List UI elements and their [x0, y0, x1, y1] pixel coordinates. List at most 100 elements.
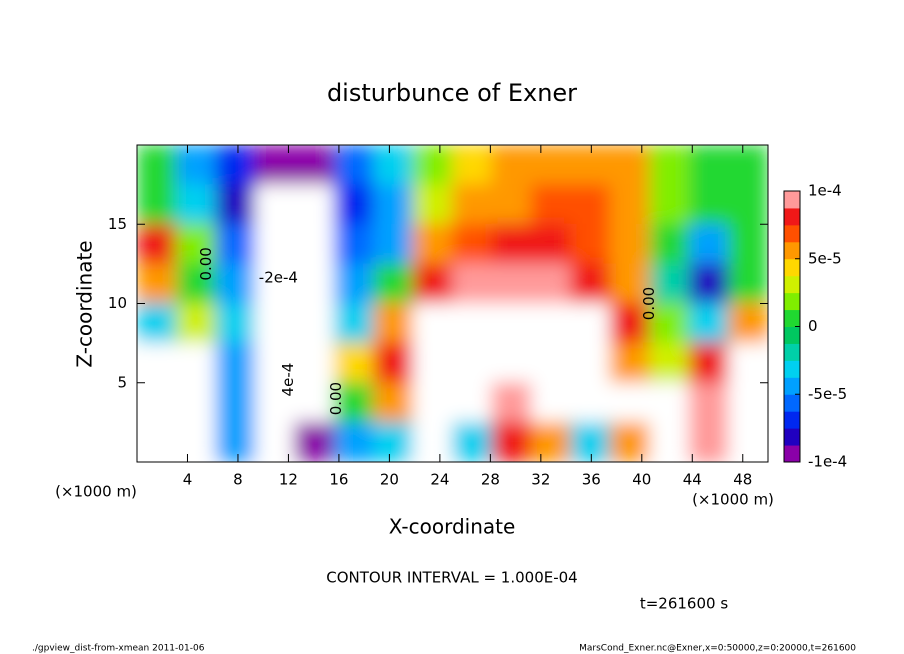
field-cell — [649, 303, 690, 344]
field-cell — [491, 223, 532, 265]
colorbar-swatch — [784, 445, 800, 463]
field-cell — [333, 303, 375, 344]
field-cell — [452, 263, 493, 304]
contour-label: 0.00 — [640, 287, 658, 320]
field-cell — [215, 421, 256, 462]
x-tick-label: 8 — [233, 471, 243, 489]
field-cell — [294, 184, 335, 225]
field-cell — [728, 145, 768, 186]
colorbar-swatch — [784, 241, 800, 260]
field-cell — [688, 223, 730, 265]
field — [137, 145, 768, 462]
y-tick-label: 10 — [108, 294, 127, 312]
field-cell — [254, 263, 296, 304]
field-cell — [333, 342, 375, 384]
y-tick-label: 5 — [117, 373, 127, 391]
field-cell — [530, 342, 572, 384]
field-cell — [175, 342, 217, 384]
field-cell — [452, 145, 493, 186]
field-cell — [728, 342, 768, 384]
field-cell — [452, 223, 493, 265]
field-cell — [294, 145, 335, 186]
field-cell — [333, 263, 375, 304]
footer-left: ./gpview_dist-from-xmean 2011-01-06 — [32, 644, 205, 654]
colorbar-tick-label: -5e-5 — [808, 385, 847, 403]
colorbar-tick-label: -1e-4 — [808, 453, 847, 471]
field-cell — [254, 382, 296, 423]
field-cell — [609, 223, 651, 265]
field-cell — [728, 421, 768, 462]
field-cell — [649, 184, 690, 225]
colorbar-swatch — [784, 207, 800, 226]
field-cell — [373, 342, 414, 384]
field-cell — [609, 263, 651, 304]
field-cell — [137, 184, 177, 225]
field-cell — [609, 303, 651, 344]
field-cell — [333, 145, 375, 186]
colorbar-tick-label: 5e-5 — [808, 249, 842, 267]
field-cell — [137, 382, 177, 423]
contour-label: 4e-4 — [279, 363, 297, 397]
contour-label: -2e-4 — [259, 269, 298, 287]
contour-label: 0.00 — [327, 382, 345, 415]
contour-interval: CONTOUR INTERVAL = 1.000E-04 — [326, 569, 577, 587]
field-cell — [570, 303, 611, 344]
field-cell — [570, 223, 611, 265]
x-unit-left: (×1000 m) — [55, 483, 137, 501]
field-cell — [728, 303, 768, 344]
field-cell — [530, 263, 572, 304]
colorbar-swatch — [784, 309, 800, 327]
field-cell — [609, 421, 651, 462]
field-cell — [215, 303, 256, 344]
x-unit-right: (×1000 m) — [692, 491, 774, 509]
field-cell — [175, 145, 217, 186]
colorbar-swatch — [784, 343, 800, 361]
x-tick-label: 44 — [683, 471, 702, 489]
field-cell — [215, 223, 256, 265]
field-cell — [412, 421, 453, 462]
field-cell — [649, 342, 690, 384]
field-cell — [175, 303, 217, 344]
field-cell — [175, 223, 217, 265]
field-cell — [373, 263, 414, 304]
field-cell — [215, 145, 256, 186]
field-cell — [452, 421, 493, 462]
field-cell — [688, 342, 730, 384]
field-cell — [728, 382, 768, 423]
field-cell — [728, 184, 768, 225]
field-cell — [452, 342, 493, 384]
field-cell — [491, 145, 532, 186]
field-cell — [491, 382, 532, 423]
colorbar-swatch — [784, 428, 800, 446]
field-cell — [609, 145, 651, 186]
field-cell — [491, 263, 532, 304]
y-tick-label: 15 — [108, 215, 127, 233]
colorbar-swatch — [784, 377, 800, 395]
field-cell — [254, 223, 296, 265]
field-cell — [294, 223, 335, 265]
field-cell — [570, 421, 611, 462]
field-cell — [294, 382, 335, 423]
field-cell — [254, 184, 296, 225]
field-cell — [175, 184, 217, 225]
field-cell — [294, 303, 335, 344]
field-cell — [412, 223, 453, 265]
x-tick-label: 24 — [430, 471, 449, 489]
field-cell — [688, 303, 730, 344]
chart-title: disturbunce of Exner — [327, 79, 577, 107]
field-cell — [333, 421, 375, 462]
field-cell — [175, 382, 217, 423]
colorbar-swatch — [784, 326, 800, 344]
field-cell — [137, 223, 177, 265]
field-cell — [254, 342, 296, 384]
field-cell — [491, 303, 532, 344]
field-cell — [137, 342, 177, 384]
field-cell — [491, 342, 532, 384]
field-cell — [688, 263, 730, 304]
field-cell — [688, 184, 730, 225]
colorbar-swatch — [784, 258, 800, 277]
field-cell — [688, 382, 730, 423]
field-cell — [570, 342, 611, 384]
